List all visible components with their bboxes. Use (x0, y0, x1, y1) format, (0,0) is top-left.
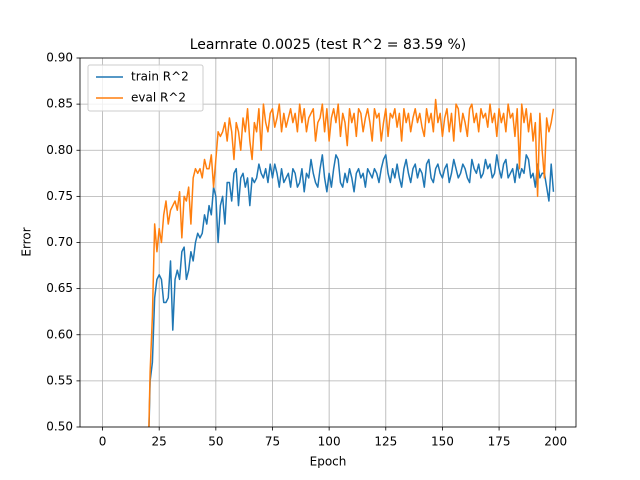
y-tick-label: 0.55 (46, 373, 73, 387)
chart-title: Learnrate 0.0025 (test R^2 = 83.59 %) (190, 37, 467, 53)
y-tick-label: 0.70 (46, 235, 73, 249)
y-tick-label: 0.50 (46, 420, 73, 434)
legend-label: train R^2 (131, 70, 189, 84)
x-axis-label: Epoch (310, 455, 347, 469)
legend: train R^2 eval R^2 (87, 64, 204, 112)
y-tick-label: 0.65 (46, 281, 73, 295)
x-tick-label: 100 (318, 435, 341, 449)
y-tick-label: 0.75 (46, 189, 73, 203)
x-tick-label: 75 (265, 435, 280, 449)
y-tick-label: 0.60 (46, 327, 73, 341)
series-line (148, 154, 555, 427)
series-line (148, 98, 555, 427)
x-tick-label: 125 (374, 435, 397, 449)
x-tick-label: 150 (431, 435, 454, 449)
x-tick-label: 200 (544, 435, 567, 449)
x-tick-label: 0 (99, 435, 107, 449)
legend-label: eval R^2 (131, 91, 186, 105)
y-tick-label: 0.90 (46, 51, 73, 65)
x-tick-label: 25 (152, 435, 167, 449)
x-tick-label: 50 (208, 435, 223, 449)
y-tick-label: 0.85 (46, 97, 73, 111)
y-axis-label: Error (20, 227, 34, 256)
y-tick-label: 0.80 (46, 143, 73, 157)
plot-lines (148, 98, 555, 427)
x-tick-label: 175 (488, 435, 511, 449)
